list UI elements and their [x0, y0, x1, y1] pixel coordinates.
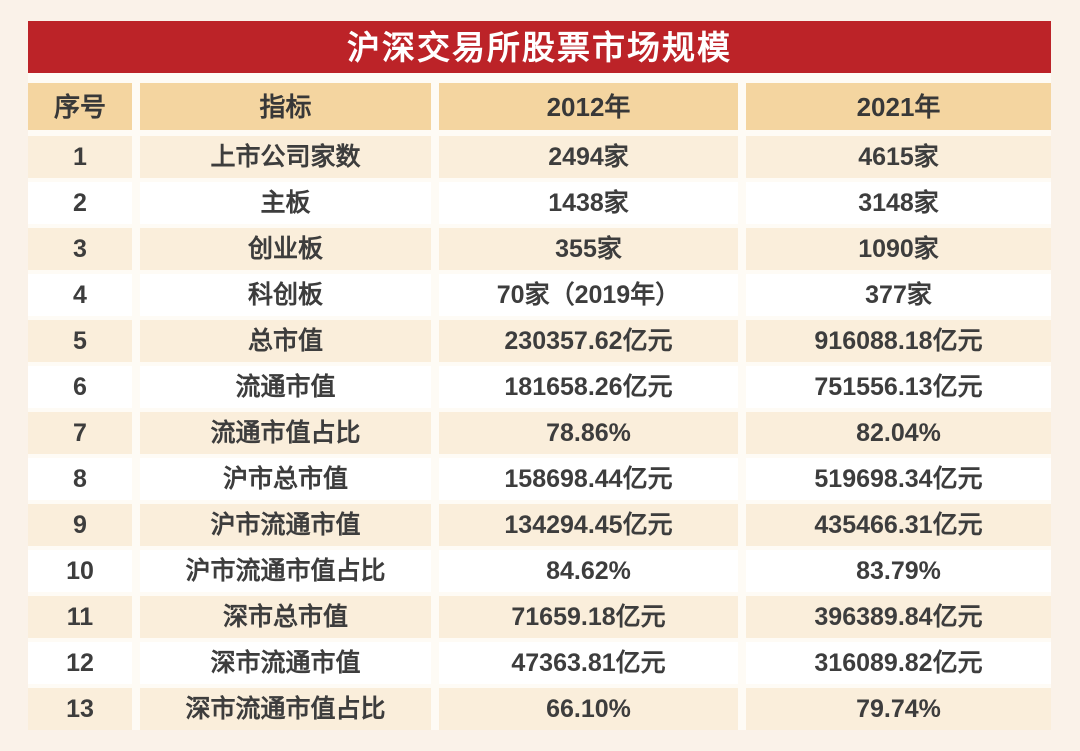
cell-2012: 71659.18亿元	[439, 596, 738, 638]
page-title: 沪深交易所股票市场规模	[347, 28, 732, 66]
cell-indicator: 流通市值占比	[140, 412, 431, 454]
cell-2021: 316089.82亿元	[746, 642, 1051, 684]
table-row: 8 沪市总市值 158698.44亿元 519698.34亿元	[28, 458, 1051, 500]
cell-2012: 2494家	[439, 136, 738, 178]
table-row: 10 沪市流通市值占比 84.62% 83.79%	[28, 550, 1051, 592]
cell-2012: 181658.26亿元	[439, 366, 738, 408]
cell-index: 12	[28, 642, 132, 684]
table-row: 12 深市流通市值 47363.81亿元 316089.82亿元	[28, 642, 1051, 684]
cell-2012: 230357.62亿元	[439, 320, 738, 362]
cell-index: 2	[28, 182, 132, 224]
cell-2012: 47363.81亿元	[439, 642, 738, 684]
table-row: 6 流通市值 181658.26亿元 751556.13亿元	[28, 366, 1051, 408]
cell-2012: 78.86%	[439, 412, 738, 454]
column-header-2012: 2012年	[439, 83, 738, 130]
column-header-indicator: 指标	[140, 83, 431, 130]
cell-2012: 355家	[439, 228, 738, 270]
cell-indicator: 沪市总市值	[140, 458, 431, 500]
table-row: 7 流通市值占比 78.86% 82.04%	[28, 412, 1051, 454]
cell-2012: 158698.44亿元	[439, 458, 738, 500]
cell-indicator: 创业板	[140, 228, 431, 270]
cell-indicator: 深市流通市值占比	[140, 688, 431, 730]
cell-2021: 83.79%	[746, 550, 1051, 592]
cell-2021: 435466.31亿元	[746, 504, 1051, 546]
cell-2021: 396389.84亿元	[746, 596, 1051, 638]
cell-2012: 84.62%	[439, 550, 738, 592]
cell-2021: 82.04%	[746, 412, 1051, 454]
cell-indicator: 科创板	[140, 274, 431, 316]
cell-indicator: 总市值	[140, 320, 431, 362]
cell-index: 9	[28, 504, 132, 546]
cell-2021: 751556.13亿元	[746, 366, 1051, 408]
cell-2021: 4615家	[746, 136, 1051, 178]
cell-2012: 134294.45亿元	[439, 504, 738, 546]
table-row: 13 深市流通市值占比 66.10% 79.74%	[28, 688, 1051, 730]
cell-index: 10	[28, 550, 132, 592]
cell-2021: 79.74%	[746, 688, 1051, 730]
table-row: 11 深市总市值 71659.18亿元 396389.84亿元	[28, 596, 1051, 638]
cell-index: 8	[28, 458, 132, 500]
cell-indicator: 沪市流通市值占比	[140, 550, 431, 592]
cell-indicator: 上市公司家数	[140, 136, 431, 178]
table-header-row: 序号 指标 2012年 2021年	[28, 83, 1051, 130]
cell-index: 1	[28, 136, 132, 178]
cell-2021: 377家	[746, 274, 1051, 316]
table-row: 1 上市公司家数 2494家 4615家	[28, 136, 1051, 178]
table-container: 沪深交易所股票市场规模 序号 指标 2012年 2021年 1 上市公司家数 249…	[28, 21, 1051, 730]
cell-2012: 1438家	[439, 182, 738, 224]
column-header-index: 序号	[28, 83, 132, 130]
cell-2021: 1090家	[746, 228, 1051, 270]
column-header-2021: 2021年	[746, 83, 1051, 130]
table-row: 3 创业板 355家 1090家	[28, 228, 1051, 270]
table-row: 2 主板 1438家 3148家	[28, 182, 1051, 224]
cell-indicator: 深市流通市值	[140, 642, 431, 684]
cell-index: 7	[28, 412, 132, 454]
table-row: 4 科创板 70家（2019年） 377家	[28, 274, 1051, 316]
cell-2012: 70家（2019年）	[439, 274, 738, 316]
cell-indicator: 流通市值	[140, 366, 431, 408]
cell-2021: 916088.18亿元	[746, 320, 1051, 362]
cell-index: 3	[28, 228, 132, 270]
cell-index: 4	[28, 274, 132, 316]
cell-indicator: 深市总市值	[140, 596, 431, 638]
cell-index: 11	[28, 596, 132, 638]
cell-index: 5	[28, 320, 132, 362]
cell-index: 6	[28, 366, 132, 408]
table-row: 5 总市值 230357.62亿元 916088.18亿元	[28, 320, 1051, 362]
title-banner: 沪深交易所股票市场规模	[28, 21, 1051, 73]
cell-2012: 66.10%	[439, 688, 738, 730]
cell-indicator: 主板	[140, 182, 431, 224]
cell-2021: 519698.34亿元	[746, 458, 1051, 500]
cell-indicator: 沪市流通市值	[140, 504, 431, 546]
table-row: 9 沪市流通市值 134294.45亿元 435466.31亿元	[28, 504, 1051, 546]
cell-2021: 3148家	[746, 182, 1051, 224]
cell-index: 13	[28, 688, 132, 730]
table-body: 1 上市公司家数 2494家 4615家 2 主板 1438家 3148家 3 创业板 355家 10…	[28, 136, 1051, 730]
